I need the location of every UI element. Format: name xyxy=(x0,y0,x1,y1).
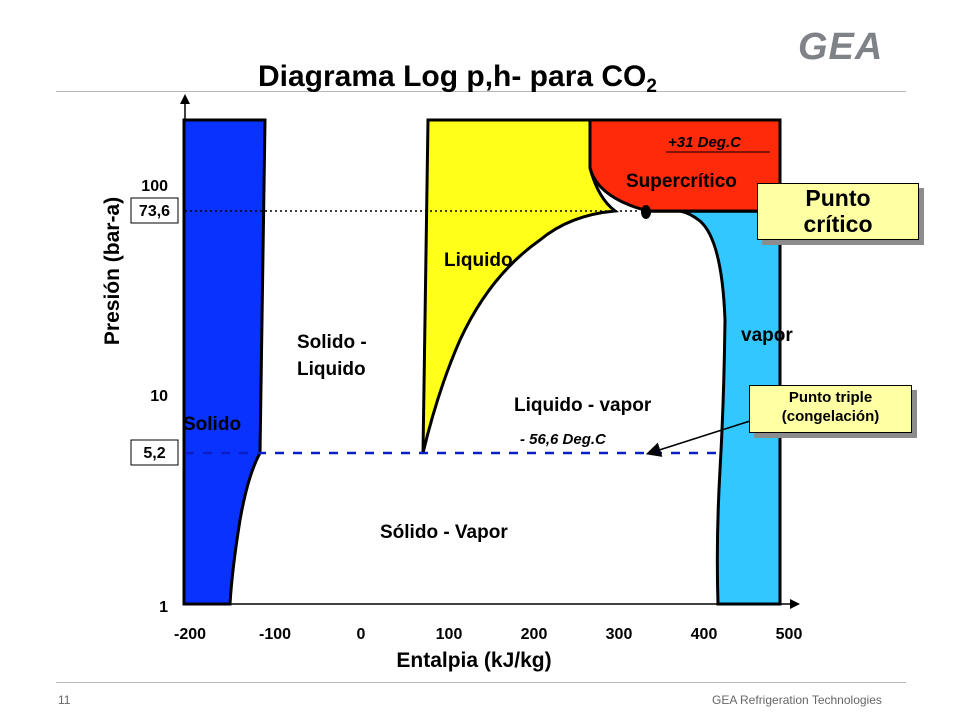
x-axis-arrow xyxy=(790,599,800,609)
label-solid-liquid-1: Solido - xyxy=(297,332,367,353)
y-tick-10: 10 xyxy=(150,388,168,405)
temp-critical-label: +31 Deg.C xyxy=(668,134,742,151)
y-mark-73-6: 73,6 xyxy=(139,203,170,220)
y-mark-box-5-2 xyxy=(130,439,179,466)
triple-point-line-2: (congelación) xyxy=(781,408,880,425)
triple-point-callout: Punto triple (congelación) xyxy=(749,385,912,433)
title-subscript: 2 xyxy=(646,76,657,97)
solid-region xyxy=(182,118,267,606)
critical-point-line-1: Punto xyxy=(805,185,871,211)
x-tick-100: 100 xyxy=(436,626,463,643)
critical-point-callout: Punto crítico xyxy=(757,183,919,240)
label-vapor: vapor xyxy=(741,325,793,346)
x-tick-neg100: -100 xyxy=(259,626,291,643)
label-supercritical: Supercrítico xyxy=(626,171,737,192)
header-rule xyxy=(56,91,906,92)
label-liquid-vapor: Liquido - vapor xyxy=(514,395,652,416)
page-number: 11 xyxy=(58,693,71,707)
footer-company: GEA Refrigeration Technologies xyxy=(712,693,882,707)
liquid-region xyxy=(421,118,619,454)
gea-logo: GEA xyxy=(798,26,884,68)
y-mark-box-73-6 xyxy=(130,197,179,224)
label-solid-vapor: Sólido - Vapor xyxy=(380,522,508,543)
page-title: Diagrama Log p,h- para CO2 xyxy=(258,60,657,98)
x-axis-label: Entalpia (kJ/kg) xyxy=(396,649,551,672)
y-tick-1: 1 xyxy=(159,599,168,616)
vapor-region xyxy=(679,209,782,606)
x-tick-0: 0 xyxy=(357,626,366,643)
x-tick-500: 500 xyxy=(776,626,803,643)
triple-point-leader xyxy=(645,420,751,457)
label-solid: Solido xyxy=(183,414,241,435)
x-tick-200: 200 xyxy=(521,626,548,643)
y-tick-100: 100 xyxy=(141,178,168,195)
x-tick-400: 400 xyxy=(691,626,718,643)
critical-point-line-2: crítico xyxy=(803,211,873,237)
footer-rule xyxy=(56,682,906,683)
label-liquid: Liquido xyxy=(444,250,513,271)
y-axis-label: Presión (bar-a) xyxy=(101,197,124,345)
y-mark-5-2: 5,2 xyxy=(143,445,165,462)
label-solid-liquid-2: Liquido xyxy=(297,359,366,380)
x-tick-neg200: -200 xyxy=(174,626,206,643)
temp-triple-label: - 56,6 Deg.C xyxy=(520,431,607,448)
triple-point-line-1: Punto triple xyxy=(788,389,873,406)
title-main: Diagrama Log p,h- para CO xyxy=(258,60,647,93)
x-tick-300: 300 xyxy=(606,626,633,643)
y-axis-arrow xyxy=(180,94,190,104)
